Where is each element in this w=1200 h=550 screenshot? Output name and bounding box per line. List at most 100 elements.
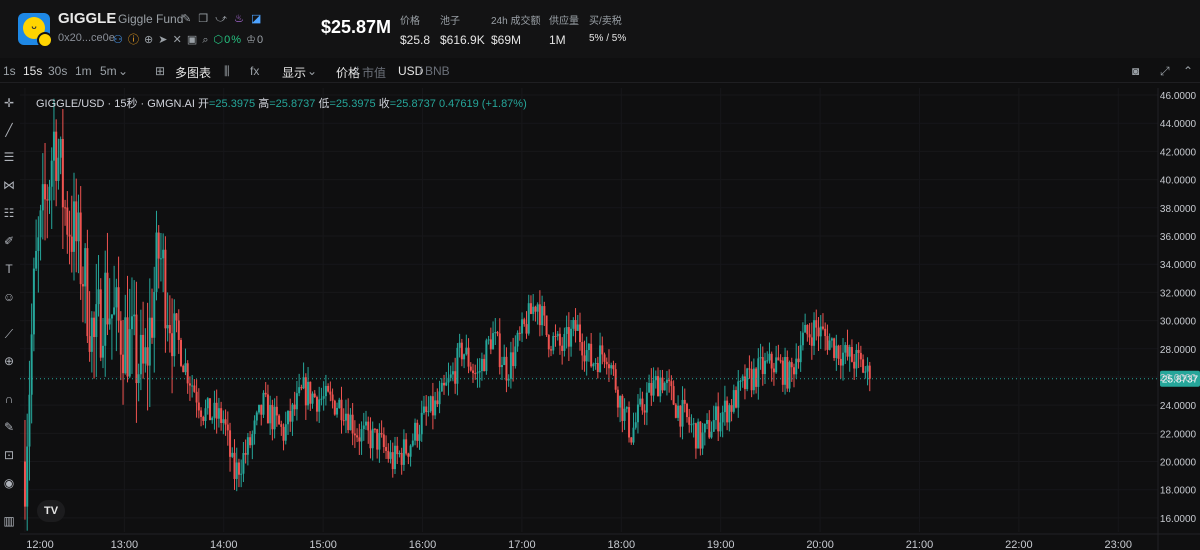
candle-body xyxy=(496,332,499,334)
multi-chart-button[interactable]: 多图表 xyxy=(175,66,212,80)
candle-body xyxy=(344,413,347,421)
candle-body xyxy=(104,272,107,346)
stat-label: 买/卖税 xyxy=(589,16,622,27)
pitchfork-icon[interactable]: ⋈ xyxy=(3,178,15,192)
trendline-icon[interactable]: ╱ xyxy=(5,123,13,137)
candle-body xyxy=(427,411,430,413)
candle-body xyxy=(561,345,564,351)
candle-body xyxy=(400,452,403,465)
quote-usd-toggle[interactable]: USD xyxy=(398,64,424,78)
candle-body xyxy=(429,396,432,412)
candle-body xyxy=(672,386,675,405)
quote-bnb-toggle[interactable]: BNB xyxy=(425,64,450,78)
interval-dropdown-icon[interactable]: ⌄ xyxy=(118,64,129,78)
interval-1s[interactable]: 1s xyxy=(3,64,16,78)
candle-type-icon[interactable]: ⫼ xyxy=(224,64,230,78)
telegram-icon[interactable]: ➤ xyxy=(158,34,169,46)
stat-label: 价格 xyxy=(400,16,420,27)
fib-icon[interactable]: ☷ xyxy=(3,206,15,220)
interval-5m[interactable]: 5m xyxy=(100,64,117,78)
candle-body xyxy=(177,320,180,340)
price-toggle[interactable]: 价格 xyxy=(336,66,361,80)
candle-body xyxy=(273,406,276,430)
candle-body xyxy=(320,398,323,400)
interval-30s[interactable]: 30s xyxy=(48,64,68,78)
candle-body xyxy=(828,340,831,350)
candle-body xyxy=(195,391,198,403)
tradingview-logo[interactable]: TV xyxy=(37,500,65,522)
eye-icon[interactable]: ◉ xyxy=(3,476,15,490)
candle-body xyxy=(251,434,254,446)
candle-body xyxy=(806,324,809,335)
token-header: ᵕ GIGGLE Giggle Fund ✎ ❐ ⤻ ♨ ◪ 0x20...ce… xyxy=(0,0,1200,58)
candle-body xyxy=(556,333,559,337)
collapse-icon[interactable]: ⌃ xyxy=(1183,64,1194,78)
candle-body xyxy=(853,361,856,369)
crosshair-icon[interactable]: ✛ xyxy=(3,96,15,110)
magnet-icon[interactable]: ∩ xyxy=(4,392,14,406)
candle-body xyxy=(266,394,269,424)
copy-icon[interactable]: ❐ xyxy=(198,13,211,25)
candle-body xyxy=(282,426,285,441)
candle-body xyxy=(262,392,265,415)
candle-body xyxy=(70,236,73,252)
y-tick-label: 36.0000 xyxy=(1160,232,1197,243)
text-tool-icon[interactable]: T xyxy=(5,262,13,276)
camera-icon[interactable]: ◙ xyxy=(1132,64,1140,78)
candle-body xyxy=(578,324,581,343)
candle-body xyxy=(759,357,762,359)
globe-icon[interactable]: ⊕ xyxy=(144,34,155,46)
fullscreen-icon[interactable]: ⤢ xyxy=(1160,64,1170,78)
indicators-button[interactable]: fx xyxy=(250,64,260,78)
candle-body xyxy=(373,428,376,430)
lock-drawing-icon[interactable]: ✎ xyxy=(3,420,15,434)
brush-icon[interactable]: ✐ xyxy=(3,234,15,248)
candle-body xyxy=(514,346,517,367)
candle-body xyxy=(498,333,501,368)
interval-15s[interactable]: 15s xyxy=(23,64,43,78)
candle-body xyxy=(416,422,419,441)
y-tick-label: 46.0000 xyxy=(1160,91,1197,102)
candle-body xyxy=(476,372,479,374)
candle-body xyxy=(505,356,508,381)
candle-body xyxy=(300,387,303,389)
chat-icon[interactable]: ▣ xyxy=(186,34,199,46)
candle-body xyxy=(255,412,258,421)
candle-body xyxy=(790,362,793,368)
emoji-icon[interactable]: ☺ xyxy=(2,290,16,304)
verified-icon[interactable]: ◪ xyxy=(250,13,264,25)
candle-body xyxy=(728,405,731,423)
user-icon[interactable]: ⚇ xyxy=(113,34,124,46)
candle-body xyxy=(532,306,535,314)
stat-tax: 买/卖税 5% / 5% xyxy=(589,12,626,44)
interval-1m[interactable]: 1m xyxy=(75,64,92,78)
lock-icon[interactable]: ⊡ xyxy=(3,448,15,462)
zoom-in-icon[interactable]: ⊕ xyxy=(3,354,15,368)
twitter-icon[interactable]: ✕ xyxy=(172,34,183,46)
trash-icon[interactable]: ▥ xyxy=(3,514,15,528)
candle-body xyxy=(721,412,724,423)
contract-address[interactable]: 0x20...ce0e xyxy=(58,32,115,44)
horizontal-lines-icon[interactable]: ☰ xyxy=(3,150,15,164)
candle-body xyxy=(710,431,713,438)
candle-body xyxy=(690,424,693,426)
mcap-toggle[interactable]: 市值 xyxy=(362,66,387,80)
candle-body xyxy=(95,304,98,338)
add-chart-icon[interactable]: ⊞ xyxy=(155,64,166,78)
display-dropdown-icon[interactable]: ⌄ xyxy=(307,64,318,78)
candle-body xyxy=(61,139,64,208)
candle-body xyxy=(857,349,860,353)
candle-body xyxy=(422,406,425,413)
fire-icon[interactable]: ♨ xyxy=(234,13,246,25)
share-icon[interactable]: ⤻ xyxy=(215,13,229,25)
info-icon[interactable]: ⓘ xyxy=(127,34,140,46)
search-icon[interactable]: ⌕ xyxy=(202,34,210,46)
display-button[interactable]: 显示 xyxy=(282,66,307,80)
candle-body xyxy=(148,317,151,366)
candle-body xyxy=(307,381,310,406)
candle-body xyxy=(536,304,539,312)
edit-icon[interactable]: ✎ xyxy=(182,13,194,25)
ruler-icon[interactable]: ⟋ xyxy=(4,327,14,341)
stat-value: $616.9K xyxy=(440,33,485,47)
